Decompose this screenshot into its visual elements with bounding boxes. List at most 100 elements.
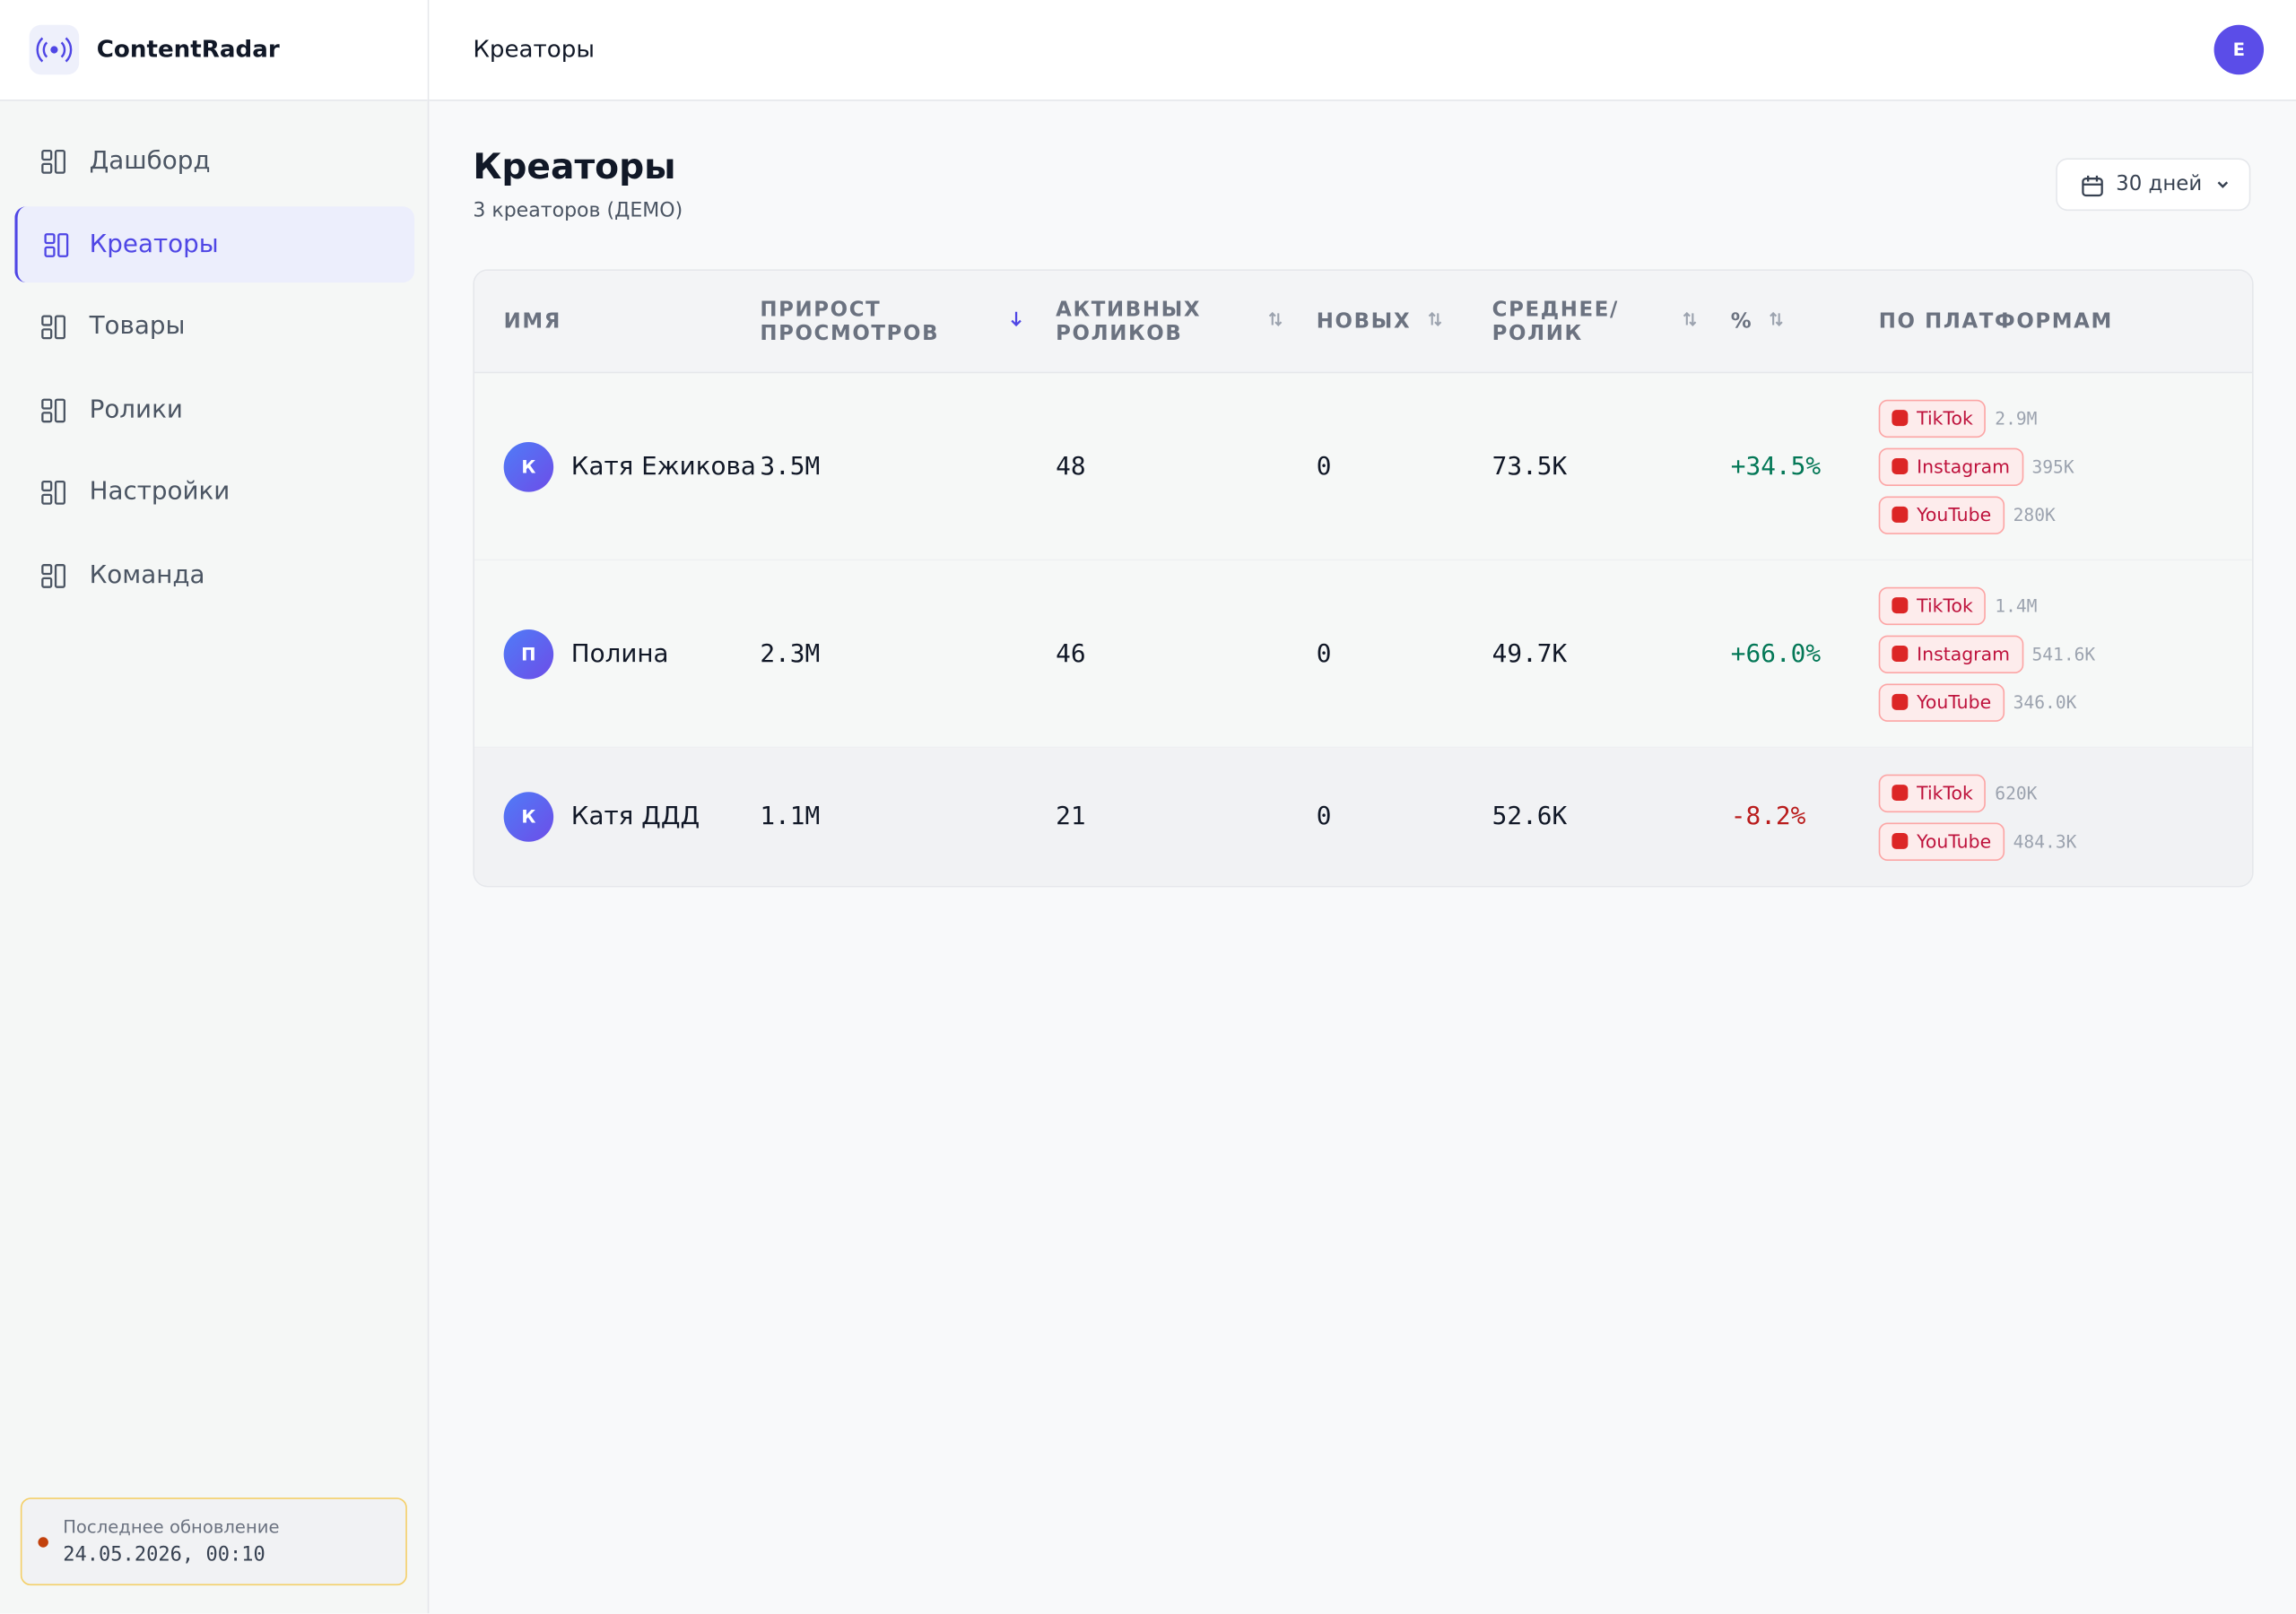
platform-name: YouTube (1917, 690, 1992, 714)
table-row[interactable]: К Катя Ежикова 3.5M 48 0 73.5K +34.5% TikTok 2.9… (474, 373, 2253, 561)
sort-icon (1009, 309, 1023, 333)
column-label: ПО ПЛАТФОРМАМ (1878, 309, 2113, 334)
platform-icon (1892, 832, 1909, 849)
status-label: Последнее обновление (63, 1516, 280, 1538)
logo (29, 24, 80, 75)
column-header[interactable]: АКТИВНЫХ РОЛИКОВ (1056, 298, 1317, 344)
platform-value: 484.3K (2013, 830, 2077, 852)
platform: TikTok 2.9M (1878, 398, 2252, 438)
new-cell: 0 (1316, 802, 1332, 832)
platform-name: TikTok (1917, 594, 1973, 617)
sort-icon (1681, 309, 1699, 333)
platform-badge: TikTok (1878, 586, 1987, 625)
platform-name: Instagram (1917, 642, 2010, 665)
nav-item[interactable]: Команда (14, 536, 414, 612)
topbar: Креаторы E (429, 0, 2296, 101)
table-row[interactable]: К Катя ДДД 1.1M 21 0 52.6K -8.2% TikTok 620K YouT… (474, 748, 2253, 886)
platform-icon (1892, 597, 1909, 614)
platform-badge: YouTube (1878, 682, 2005, 722)
nav-item[interactable]: Дашборд (14, 123, 414, 199)
column-header[interactable]: СРЕДНЕЕ/ РОЛИК (1492, 298, 1731, 344)
platform-icon (1892, 693, 1909, 710)
platform: YouTube 484.3K (1878, 821, 2252, 861)
range-label: 30 дней (2116, 172, 2203, 196)
user-avatar[interactable]: E (2213, 24, 2265, 75)
column-label: АКТИВНЫХ РОЛИКОВ (1056, 298, 1202, 345)
platform-icon (1892, 785, 1909, 802)
creator-avatar: К (503, 792, 554, 842)
platform-value: 395K (2031, 456, 2074, 477)
platform-badge: TikTok (1878, 398, 1987, 438)
avg-cell: 49.7K (1492, 638, 1568, 669)
table-row[interactable]: П Полина 2.3M 46 0 49.7K +66.0% TikTok 1.4M Insta… (474, 560, 2253, 749)
column-header[interactable]: % (1731, 309, 1879, 333)
nav-label: Команда (89, 560, 205, 590)
creator-cell: К Катя ДДД (503, 792, 761, 842)
top-title: Креаторы (473, 35, 595, 64)
creator-avatar: П (503, 629, 554, 679)
platform-name: YouTube (1917, 503, 1992, 526)
creators-table: ИМЯ ПРИРОСТ ПРОСМОТРОВ АКТИВНЫХ РОЛИКОВ НОВ… (473, 269, 2254, 888)
platform-name: YouTube (1917, 829, 1992, 853)
platform-icon (1892, 645, 1909, 662)
platform-icon (1892, 506, 1909, 523)
platform-name: Instagram (1917, 455, 2010, 478)
creator-name: Полина (570, 638, 669, 669)
creator-avatar: К (503, 441, 554, 491)
nav-item[interactable]: Товары (14, 289, 414, 365)
page-title: Креаторы (473, 146, 676, 187)
growth-cell: 3.5M (760, 451, 821, 482)
new-cell: 0 (1316, 451, 1332, 482)
pct-cell: +66.0% (1730, 638, 1822, 669)
creator-name: Катя ДДД (570, 802, 700, 832)
column-header: ИМЯ (504, 309, 761, 333)
column-header[interactable]: ПРИРОСТ ПРОСМОТРОВ (760, 298, 1056, 344)
platform-value: 620K (1995, 782, 2038, 803)
platform-value: 541.6K (2031, 643, 2096, 664)
platform-value: 280K (2013, 504, 2056, 525)
sort-icon (1266, 309, 1284, 333)
creator-cell: К Катя Ежикова (503, 441, 761, 491)
platform: Instagram 395K (1878, 447, 2252, 486)
pct-cell: -8.2% (1730, 802, 1806, 832)
column-header[interactable]: НОВЫХ (1317, 309, 1492, 333)
nav-item[interactable]: Креаторы (14, 205, 415, 282)
table-header: ИМЯ ПРИРОСТ ПРОСМОТРОВ АКТИВНЫХ РОЛИКОВ НОВ… (474, 271, 2253, 374)
status: Последнее обновление 24.05.2026, 00:10 (20, 1497, 407, 1586)
growth-cell: 1.1M (760, 802, 821, 832)
platform-value: 346.0K (2013, 691, 2077, 713)
growth-cell: 2.3M (760, 638, 821, 669)
pct-cell: +34.5% (1730, 451, 1822, 482)
avg-cell: 73.5K (1492, 451, 1568, 482)
status-time: 24.05.2026, 00:10 (63, 1542, 265, 1566)
platform-value: 1.4M (1995, 594, 2038, 616)
column-label: НОВЫХ (1316, 309, 1412, 334)
brand[interactable]: ContentRadar (0, 0, 428, 101)
platform: YouTube 346.0K (1878, 682, 2252, 722)
column-label: % (1730, 309, 1753, 334)
avg-cell: 52.6K (1492, 802, 1568, 832)
creator-name: Катя Ежикова (570, 451, 756, 482)
range-select[interactable]: 30 дней (2056, 158, 2251, 212)
platform-badge: Instagram (1878, 634, 2023, 673)
sort-icon (1426, 309, 1444, 333)
platform: TikTok 1.4M (1878, 586, 2252, 625)
platform: TikTok 620K (1878, 773, 2252, 812)
active-cell: 46 (1056, 638, 1086, 669)
nav-label: Товары (89, 311, 186, 342)
active-cell: 21 (1056, 802, 1086, 832)
status-dot (38, 1537, 48, 1548)
nav: Дашборд Креаторы Товары Ролики Настройки Кома… (14, 123, 415, 619)
nav-item[interactable]: Настройки (14, 454, 414, 530)
platform-name: TikTok (1917, 406, 1973, 430)
platforms-cell: TikTok 620K YouTube 484.3K (1878, 751, 2252, 884)
column-label: ИМЯ (503, 309, 562, 334)
nav-item[interactable]: Ролики (14, 371, 414, 447)
platforms-cell: TikTok 2.9M Instagram 395K YouTube 280K (1878, 376, 2252, 557)
page-subtitle: 3 креаторов (ДЕМО) (473, 199, 683, 223)
platform-value: 2.9M (1995, 407, 2038, 429)
platform-badge: Instagram (1878, 447, 2023, 486)
platform-badge: YouTube (1878, 821, 2005, 861)
platform-badge: YouTube (1878, 495, 2005, 534)
